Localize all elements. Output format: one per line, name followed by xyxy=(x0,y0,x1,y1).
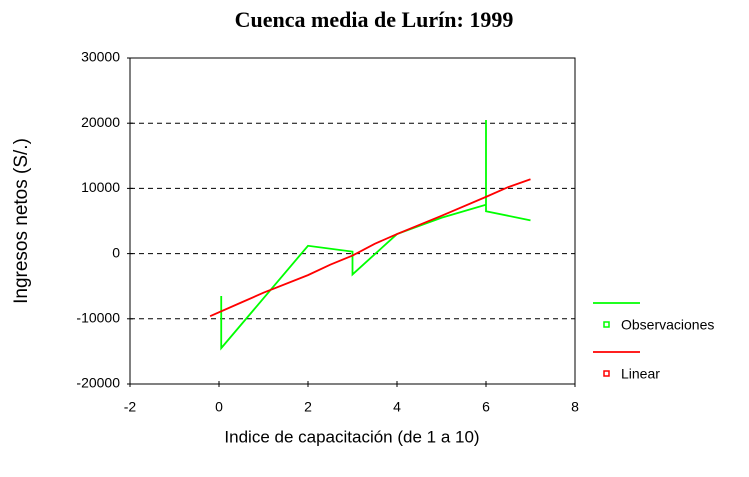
y-tick-label: 20000 xyxy=(81,114,120,130)
plot-frame xyxy=(129,57,576,385)
chart-title: Cuenca media de Lurín: 1999 xyxy=(235,7,514,32)
x-tick-label: 4 xyxy=(393,399,401,415)
legend-marker xyxy=(603,370,610,377)
y-tick-label: 0 xyxy=(112,244,120,260)
y-axis-label: Ingresos netos (S/.) xyxy=(11,138,32,304)
y-tick-label: 30000 xyxy=(81,49,120,65)
y-tick-label: -10000 xyxy=(76,310,120,326)
x-tick-label: 6 xyxy=(482,399,490,415)
x-tick-label: -2 xyxy=(124,399,137,415)
series-line xyxy=(220,119,531,351)
legend-marker xyxy=(603,321,610,328)
legend-label: Observaciones xyxy=(621,317,714,333)
x-axis-label: Indice de capacitación (de 1 a 10) xyxy=(224,427,479,446)
x-tick-label: 0 xyxy=(215,399,223,415)
x-tick-label: 8 xyxy=(571,399,579,415)
series-line xyxy=(209,178,531,318)
x-tick-label: 2 xyxy=(304,399,312,415)
legend-label: Linear xyxy=(621,366,660,382)
y-tick-label: 10000 xyxy=(81,179,120,195)
y-tick-label: -20000 xyxy=(76,375,120,391)
